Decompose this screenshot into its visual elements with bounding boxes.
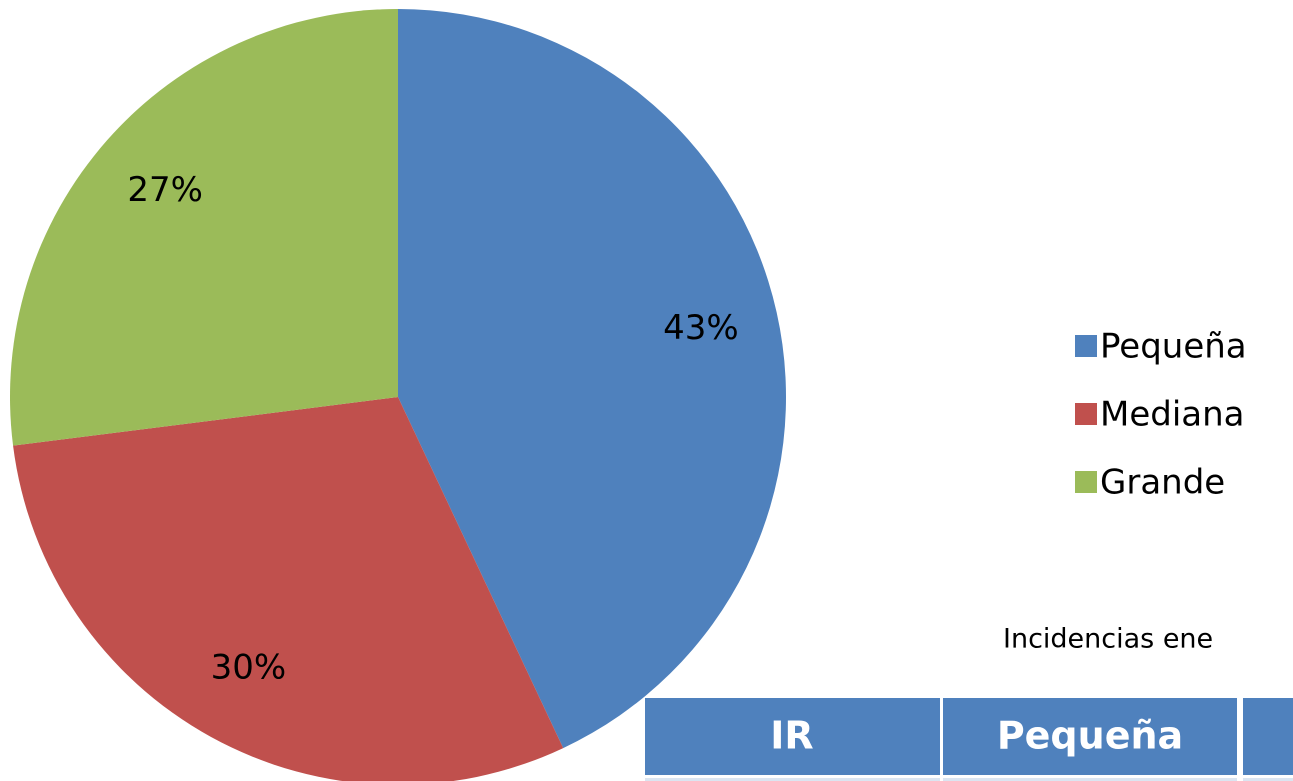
table-header-cell xyxy=(943,698,1237,775)
table-row xyxy=(645,778,940,781)
legend-label: Mediana xyxy=(1100,395,1245,435)
legend-label: Grande xyxy=(1100,463,1225,503)
pie-slice xyxy=(398,9,786,749)
caption: Incidencias ene xyxy=(1003,624,1213,655)
table-row xyxy=(943,778,1237,781)
table-row xyxy=(1243,778,1293,781)
data-label: 30% xyxy=(211,648,287,688)
table-header-cell xyxy=(1243,698,1293,775)
table-header: IR xyxy=(770,714,813,758)
data-label: 43% xyxy=(663,308,739,348)
legend-swatch xyxy=(1075,403,1097,425)
data-label: 27% xyxy=(127,170,203,210)
legend-label: Pequeña xyxy=(1100,327,1247,367)
pie-slice xyxy=(9,9,398,446)
table-header-cell xyxy=(645,698,940,775)
legend-swatch xyxy=(1075,471,1097,493)
legend-swatch xyxy=(1075,335,1097,357)
table-header: Pequeña xyxy=(997,714,1183,758)
pie-slice xyxy=(13,397,564,781)
